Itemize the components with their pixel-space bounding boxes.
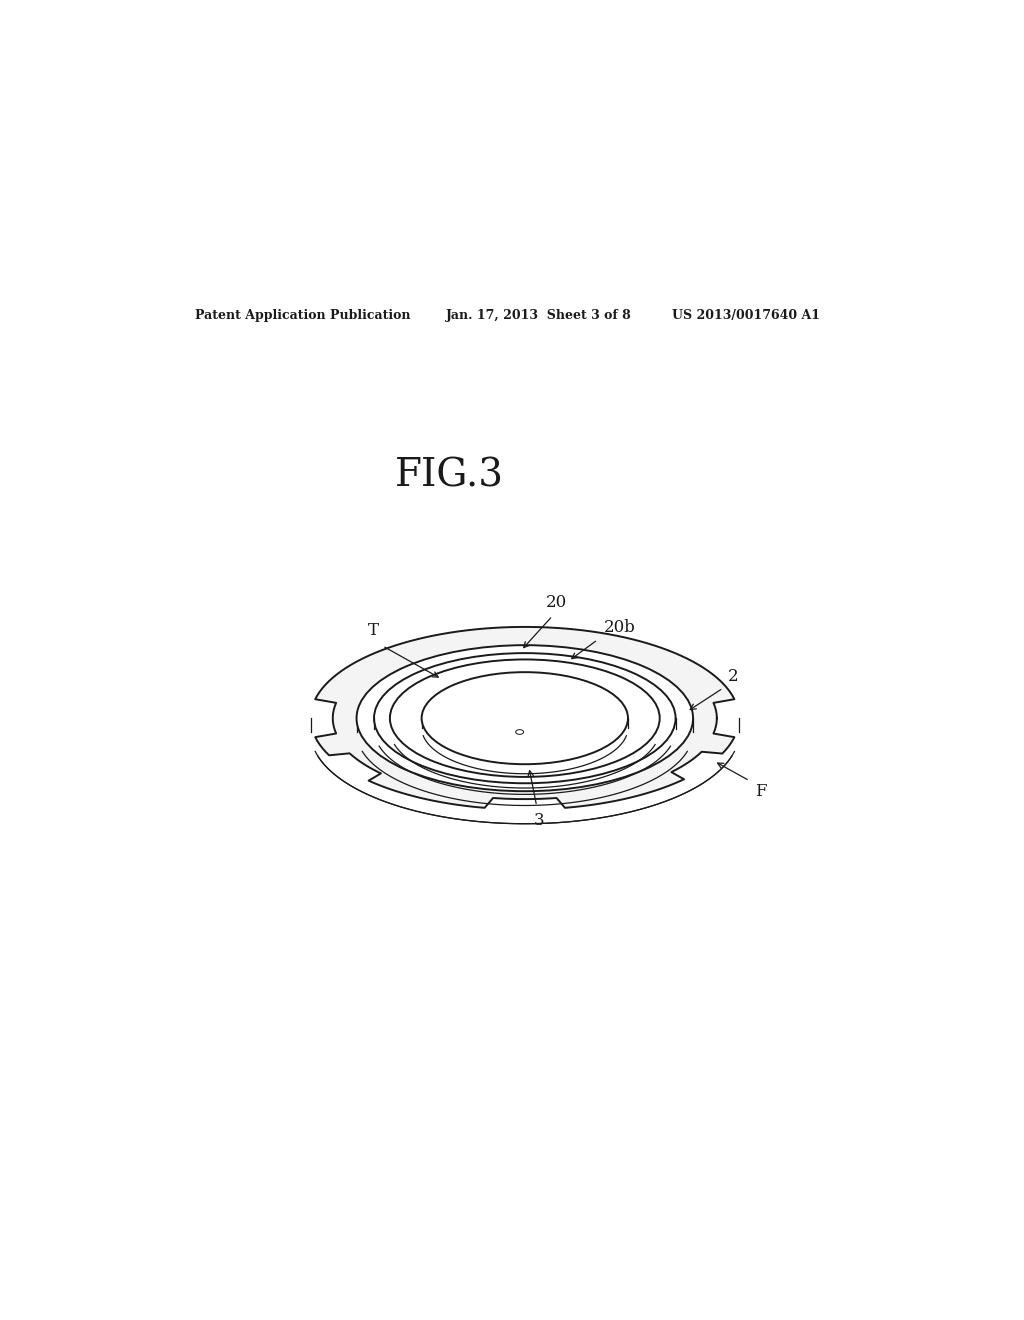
Text: FIG.3: FIG.3 [395, 458, 504, 495]
Text: 20b: 20b [604, 619, 636, 636]
Text: T: T [368, 623, 379, 639]
Text: US 2013/0017640 A1: US 2013/0017640 A1 [672, 309, 819, 322]
Text: 3: 3 [534, 812, 545, 829]
Text: Patent Application Publication: Patent Application Publication [196, 309, 411, 322]
Ellipse shape [390, 660, 659, 777]
Text: F: F [756, 783, 767, 800]
Ellipse shape [516, 730, 523, 734]
Ellipse shape [374, 653, 676, 783]
Ellipse shape [422, 672, 628, 764]
Polygon shape [315, 627, 734, 808]
Text: Jan. 17, 2013  Sheet 3 of 8: Jan. 17, 2013 Sheet 3 of 8 [445, 309, 631, 322]
Text: 20: 20 [546, 594, 567, 611]
Ellipse shape [356, 645, 693, 791]
Text: 2: 2 [728, 668, 738, 685]
